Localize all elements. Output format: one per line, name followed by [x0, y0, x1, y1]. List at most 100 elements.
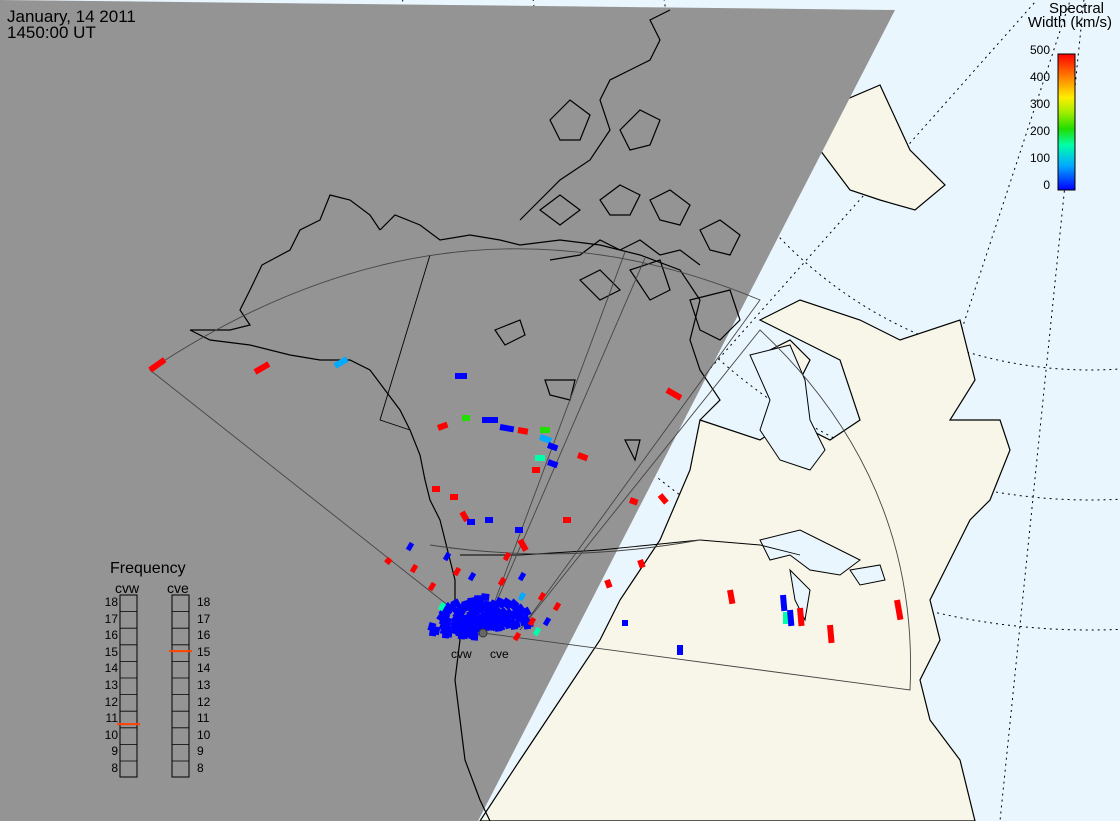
scatter-echo — [148, 357, 167, 373]
colorbar-tick: 400 — [1029, 70, 1050, 84]
frequency-tick-left: 10 — [104, 727, 118, 742]
scatter-echo — [532, 626, 542, 637]
scatter-echo — [657, 493, 669, 505]
scatter-echo — [452, 566, 462, 577]
frequency-tick-right: 15 — [197, 644, 211, 659]
frequency-box — [171, 594, 190, 778]
scatter-echo — [546, 442, 559, 452]
time-label: 1450:00 UT — [7, 23, 96, 42]
scatter-echo — [502, 610, 514, 622]
scatter-echo — [471, 624, 482, 634]
frequency-tick-left: 11 — [105, 711, 118, 726]
scatter-echo — [480, 593, 490, 602]
scatter-echo — [628, 497, 639, 506]
scatter-echo — [517, 591, 527, 602]
radar-scatter — [148, 356, 904, 655]
frequency-tick-left: 9 — [111, 744, 118, 759]
frequency-box — [119, 594, 138, 778]
frequency-tick-right: 9 — [197, 744, 204, 759]
frequency-tick-left: 15 — [104, 644, 118, 659]
frequency-tick-right: 8 — [197, 761, 204, 775]
scatter-echo — [894, 599, 904, 621]
political-borders — [379, 254, 801, 556]
colorbar — [1057, 53, 1076, 191]
scatter-echo — [512, 631, 522, 642]
scatter-echo — [442, 551, 452, 562]
radar-site-label: cvw — [451, 647, 472, 661]
frequency-tick-right: 13 — [197, 678, 211, 692]
scatter-echo — [468, 611, 478, 621]
scatter-echo — [517, 427, 529, 435]
scatter-echo — [538, 434, 553, 444]
scatter-echo — [442, 615, 453, 627]
scatter-echo — [458, 627, 468, 638]
scatter-echo — [727, 589, 736, 605]
scatter-echo — [827, 624, 835, 644]
scatter-echo — [427, 581, 437, 592]
colorbar-title-line1: Spectral — [1048, 0, 1104, 17]
scatter-echo — [797, 607, 805, 627]
night-side — [0, 0, 895, 821]
scatter-echo — [494, 623, 503, 632]
scatter-echo — [576, 452, 589, 462]
frequency-tick-left: 14 — [104, 661, 118, 676]
frequency-tick-left: 12 — [104, 694, 118, 709]
frequency-tick-left: 17 — [104, 611, 118, 626]
frequency-tick-right: 18 — [197, 595, 211, 609]
scatter-echo — [436, 421, 449, 431]
scatter-echo — [450, 598, 461, 609]
frequency-tick-right: 16 — [197, 628, 211, 643]
scatter-echo — [527, 616, 537, 627]
scatter-echo — [552, 601, 562, 612]
scatter-echo — [503, 619, 513, 630]
scatter-echo — [405, 541, 415, 552]
scatter-echo — [502, 551, 512, 562]
colorbar-tick: 200 — [1029, 124, 1050, 138]
scatter-echo — [437, 601, 447, 612]
scatter-echo — [333, 356, 349, 369]
frequency-tick-left: 18 — [104, 595, 118, 609]
scatter-echo — [665, 387, 683, 401]
frequency-tick-right: 17 — [197, 611, 211, 626]
scatter-echo — [497, 576, 507, 587]
scatter-echo — [787, 609, 795, 627]
scatter-echo — [517, 538, 529, 552]
scatter-echo — [780, 594, 788, 612]
scatter-echo — [467, 571, 477, 582]
scatter-echo — [455, 611, 467, 622]
colorbar-tick: 0 — [1043, 178, 1050, 192]
frequency-tick-left: 13 — [104, 678, 118, 692]
frequency-radar-name: cvw — [115, 580, 140, 596]
scatter-echo — [384, 556, 393, 566]
scatter-echo — [509, 621, 519, 631]
frequency-tick-right: 12 — [197, 694, 211, 709]
frequency-scales — [117, 594, 192, 778]
scatter-echo — [459, 510, 470, 523]
scatter-echo — [517, 571, 527, 582]
colorbar-tick: 500 — [1029, 43, 1050, 57]
colorbar-title-line2: Width (km/s) — [1027, 14, 1112, 31]
land-day — [479, 84, 1011, 821]
scatter-echo — [521, 606, 532, 618]
radar-site-label: cve — [490, 647, 509, 661]
scatter-echo — [499, 424, 515, 433]
frequency-tick-right: 10 — [197, 727, 211, 742]
date-label: January, 14 2011 — [7, 7, 136, 26]
scatter-echo — [409, 563, 419, 574]
coastlines-night — [189, 9, 741, 821]
scatter-echo — [537, 591, 547, 602]
frequency-title: Frequency — [110, 560, 186, 577]
colorbar-tick: 300 — [1029, 97, 1050, 111]
scatter-echo — [637, 558, 646, 569]
fov-outlines — [149, 248, 912, 691]
scatter-echo — [546, 459, 559, 469]
scatter-echo — [253, 361, 271, 375]
scatter-echo — [523, 620, 532, 630]
scatter-echo — [480, 613, 491, 623]
water-bodies — [749, 344, 886, 622]
scatter-echo — [490, 601, 501, 612]
frequency-tick-right: 14 — [197, 661, 211, 676]
radar-site-marker — [478, 628, 488, 638]
colorbar-tick: 100 — [1029, 151, 1050, 165]
